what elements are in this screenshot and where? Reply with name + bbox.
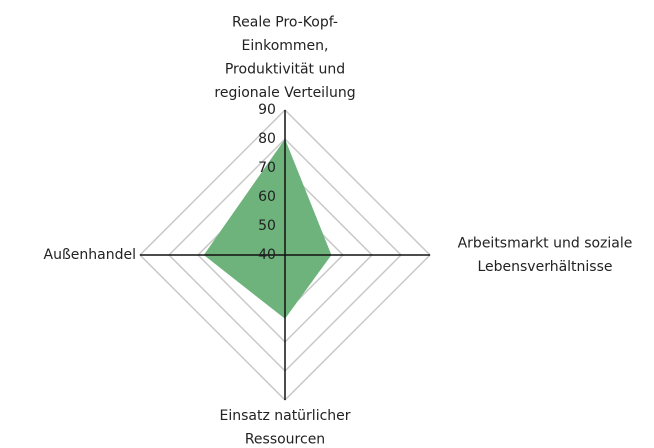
r-tick-label: 80 (258, 131, 276, 147)
category-label: Einkommen, (242, 38, 329, 54)
r-tick-label: 50 (258, 218, 276, 234)
r-tick-label: 90 (258, 102, 276, 118)
r-tick-label: 70 (258, 160, 276, 176)
category-label: Lebensverhältnisse (477, 259, 612, 275)
category-label: Einsatz natürlicher (219, 408, 350, 424)
r-tick-label: 60 (258, 189, 276, 205)
category-label: Produktivität und (225, 62, 345, 78)
radar-area (203, 139, 332, 319)
category-label: Außenhandel (44, 247, 136, 263)
category-label: Arbeitsmarkt und soziale (458, 235, 633, 251)
r-tick-label: 40 (258, 247, 276, 263)
category-label: Reale Pro-Kopf- (232, 15, 338, 31)
category-label: regionale Verteilung (214, 85, 355, 101)
category-label: Ressourcen (245, 432, 325, 448)
